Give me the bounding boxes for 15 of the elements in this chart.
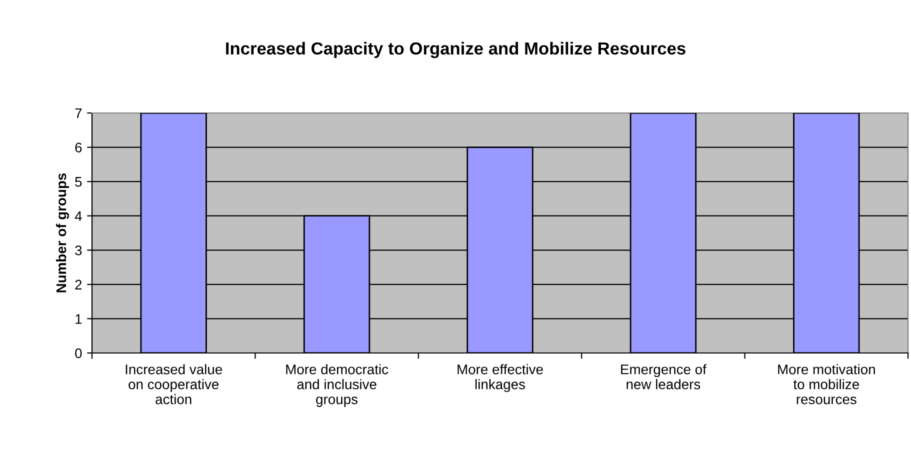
y-tick-label: 2: [75, 280, 82, 290]
y-tick-label: 6: [75, 142, 82, 152]
y-tick-label: 0: [75, 348, 82, 358]
y-tick-label: 3: [75, 245, 82, 256]
x-tick-label: Emergence of new leaders: [621, 364, 706, 390]
x-tick-label: More effective linkages: [458, 364, 543, 392]
y-tick-label: 7: [75, 108, 82, 118]
x-tick-label: Increased value on cooperative action: [126, 364, 222, 404]
y-tick-label: 5: [75, 177, 82, 187]
x-tick-label: More motivation to mobilize resources: [778, 364, 875, 404]
y-axis-title: Number of groups: [56, 173, 69, 292]
x-tick-label: More democratic and inclusive groups: [286, 364, 388, 407]
chart-title: Increased Capacity to Organize and Mobilize Resources: [226, 42, 686, 58]
y-tick-label: 1: [76, 314, 82, 324]
y-tick-label: 4: [74, 211, 82, 221]
